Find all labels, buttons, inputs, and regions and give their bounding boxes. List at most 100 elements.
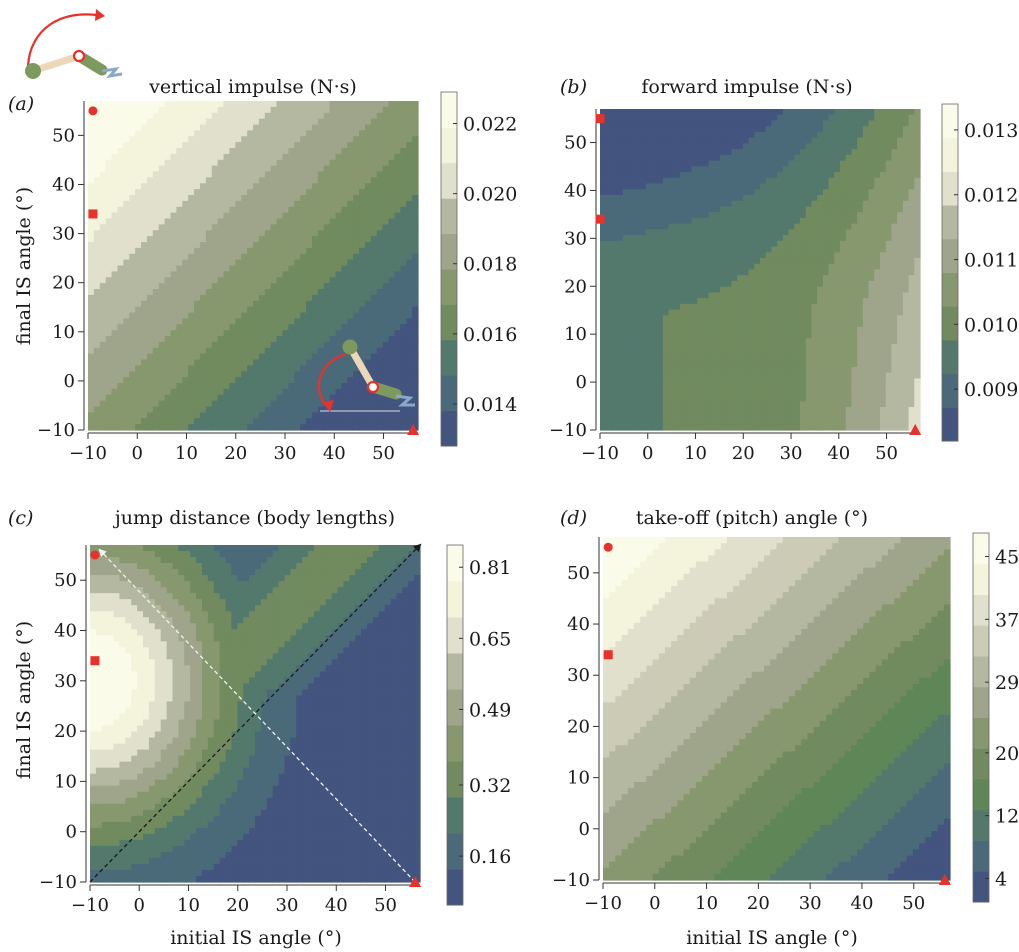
- heatmap-cell: [760, 189, 767, 196]
- heatmap-cell: [253, 347, 260, 355]
- heatmap-cell: [188, 353, 195, 361]
- heatmap-cell: [748, 326, 755, 334]
- heatmap-cell: [771, 338, 778, 345]
- heatmap-cell: [600, 321, 607, 328]
- heatmap-cell: [771, 189, 778, 196]
- heatmap-cell: [680, 332, 687, 339]
- heatmap-cell: [235, 336, 242, 343]
- heatmap-cell: [294, 183, 301, 190]
- heatmap-cell: [765, 326, 773, 334]
- heatmap-cell: [241, 336, 248, 343]
- heatmap-cell: [347, 359, 354, 366]
- heatmap-cell: [306, 171, 313, 178]
- heatmap-cell: [600, 263, 607, 271]
- heatmap-cell: [662, 229, 670, 236]
- heatmap-cell: [199, 424, 207, 431]
- heatmap-cell: [680, 137, 687, 144]
- heatmap-cell: [771, 229, 778, 236]
- heatmap-cell: [311, 230, 319, 237]
- heatmap-cell: [306, 136, 313, 143]
- heatmap-cell: [182, 306, 189, 314]
- heatmap-cell: [634, 223, 641, 230]
- heatmap-cell: [93, 318, 101, 325]
- heatmap-cell: [657, 217, 664, 225]
- heatmap-cell: [640, 275, 647, 282]
- heatmap-cell: [645, 344, 653, 351]
- heatmap-cell: [335, 189, 342, 196]
- heatmap-cell: [223, 148, 231, 155]
- heatmap-cell: [323, 406, 331, 413]
- heatmap-cell: [182, 206, 189, 214]
- heatmap-cell: [748, 338, 755, 345]
- heatmap-cell: [697, 120, 704, 127]
- heatmap-cell: [634, 143, 641, 150]
- heatmap-cell: [270, 294, 278, 302]
- heatmap-cell: [123, 165, 130, 173]
- heatmap-cell: [359, 424, 366, 431]
- heatmap-cell: [742, 137, 750, 144]
- panel-b-plot: −10 0 10 20 30 40 50−10010203040500.0090.0100.…: [549, 103, 1018, 464]
- heatmap-cell: [229, 347, 236, 355]
- heatmap-cell: [129, 400, 136, 408]
- heatmap-cell: [765, 252, 773, 259]
- heatmap-cell: [714, 349, 721, 357]
- heatmap-cell: [394, 341, 401, 349]
- heatmap-cell: [105, 259, 113, 267]
- heatmap-cell: [628, 418, 635, 425]
- heatmap-cell: [253, 112, 260, 120]
- heatmap-cell: [270, 265, 278, 272]
- heatmap-cell: [714, 252, 721, 259]
- heatmap-cell: [714, 407, 721, 414]
- heatmap-cell: [737, 361, 744, 368]
- heatmap-cell: [634, 149, 641, 156]
- heatmap-cell: [288, 289, 295, 296]
- heatmap-cell: [376, 206, 384, 214]
- heatmap-cell: [129, 277, 136, 284]
- heatmap-cell: [714, 372, 721, 380]
- heatmap-cell: [394, 230, 401, 237]
- heatmap-cell: [129, 195, 136, 202]
- heatmap-cell: [170, 165, 177, 173]
- heatmap-cell: [388, 336, 396, 343]
- heatmap-cell: [640, 120, 647, 127]
- heatmap-cell: [662, 412, 670, 420]
- heatmap-cell: [105, 189, 113, 196]
- heatmap-cell: [394, 377, 401, 384]
- heatmap-cell: [247, 136, 254, 143]
- heatmap-cell: [388, 242, 396, 249]
- heatmap-cell: [702, 378, 710, 385]
- heatmap-cell: [668, 258, 675, 265]
- heatmap-cell: [264, 253, 272, 261]
- heatmap-cell: [282, 101, 289, 108]
- heatmap-cell: [359, 271, 366, 278]
- heatmap-cell: [141, 388, 148, 396]
- heatmap-cell: [702, 240, 710, 248]
- heatmap-cell: [748, 372, 755, 380]
- heatmap-cell: [241, 259, 248, 267]
- heatmap-cell: [760, 114, 767, 122]
- heatmap-cell: [105, 118, 113, 126]
- heatmap-cell: [737, 384, 744, 391]
- heatmap-cell: [294, 412, 301, 419]
- heatmap-cell: [720, 321, 727, 328]
- heatmap-cell: [164, 353, 172, 361]
- heatmap-cell: [645, 194, 653, 202]
- heatmap-cell: [714, 109, 721, 116]
- heatmap-cell: [105, 283, 113, 290]
- heatmap-cell: [622, 166, 630, 173]
- heatmap-cell: [691, 372, 698, 380]
- heatmap-cell: [282, 148, 289, 155]
- heatmap-cell: [720, 109, 727, 116]
- heatmap-cell: [771, 183, 778, 190]
- heatmap-cell: [253, 318, 260, 325]
- heatmap-cell: [223, 306, 231, 314]
- heatmap-cell: [611, 246, 618, 253]
- heatmap-cell: [754, 166, 761, 173]
- heatmap-cell: [270, 324, 278, 331]
- heatmap-cell: [685, 114, 693, 122]
- heatmap-cell: [335, 365, 342, 372]
- heatmap-cell: [111, 189, 119, 196]
- heatmap-cell: [282, 347, 289, 355]
- heatmap-cell: [742, 229, 750, 236]
- heatmap-cell: [742, 315, 750, 322]
